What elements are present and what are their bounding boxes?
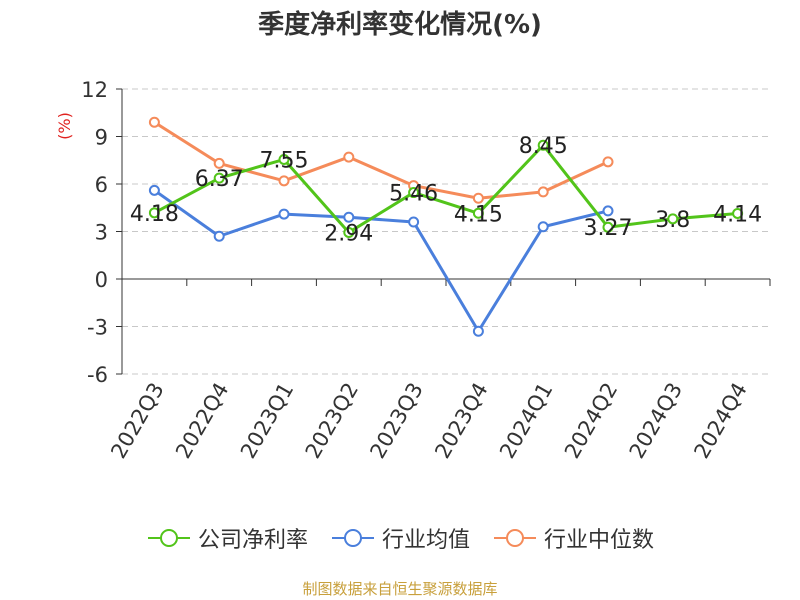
legend-marker (506, 529, 524, 547)
data-point (472, 192, 484, 204)
x-tick-label: 2024Q1 (495, 379, 557, 463)
y-axis-label: (%) (55, 112, 74, 140)
data-point (278, 153, 290, 165)
data-point (278, 175, 290, 187)
data-label: 5.46 (389, 182, 438, 207)
data-label: 8.45 (519, 134, 568, 159)
legend-item[interactable]: 行业均值 (330, 522, 470, 554)
data-point (408, 216, 420, 228)
data-label: 4.15 (454, 202, 503, 227)
data-point (602, 205, 614, 217)
legend-label: 公司净利率 (197, 528, 308, 553)
legend-marker (159, 529, 178, 547)
legend-line-marker-icon (147, 529, 190, 547)
x-tick-label: 2022Q3 (106, 379, 168, 463)
legend: 公司净利率 行业均值 行业中位数 (0, 522, 800, 554)
x-tick-label: 2024Q4 (689, 379, 751, 463)
data-point (472, 325, 484, 337)
data-label: 2.94 (324, 221, 373, 246)
data-point (537, 139, 549, 151)
legend-marker (343, 529, 362, 547)
data-point (408, 187, 420, 199)
x-tick-label: 2023Q1 (236, 379, 298, 463)
x-tick-label: 2024Q3 (625, 379, 687, 463)
data-point (148, 116, 160, 128)
series-lines (148, 116, 744, 337)
data-point (602, 221, 614, 233)
x-tick-label: 2023Q4 (430, 379, 492, 463)
data-label: 7.55 (260, 148, 309, 173)
data-point (343, 211, 355, 223)
legend-item[interactable]: 行业中位数 (492, 522, 654, 554)
data-point (343, 151, 355, 163)
data-point (148, 184, 160, 196)
chart-title: 季度净利率变化情况(%) (258, 10, 542, 40)
legend-item[interactable]: 公司净利率 (146, 522, 308, 554)
source-note: 制图数据来自恒生聚源数据库 (302, 580, 498, 598)
data-point (213, 157, 225, 169)
data-point (148, 207, 160, 219)
legend-line-marker-icon (494, 529, 536, 547)
y-tick-label: 12 (81, 78, 108, 102)
data-point (472, 207, 484, 219)
legend-label: 行业均值 (381, 528, 470, 553)
data-point (537, 186, 549, 198)
y-tick-label: 0 (95, 268, 108, 292)
series-line-0 (153, 143, 738, 234)
data-label: 3.8 (655, 208, 690, 233)
data-point (667, 213, 679, 225)
x-tick-label: 2022Q4 (171, 379, 233, 463)
data-point (278, 208, 290, 220)
data-label: 4.18 (130, 202, 179, 227)
series-line-1 (153, 189, 609, 333)
series-line-2 (153, 120, 609, 200)
data-point (343, 226, 355, 238)
data-label: 4.14 (713, 202, 762, 227)
x-tick-label: 2023Q2 (301, 379, 363, 463)
data-label: 3.27 (584, 216, 633, 241)
y-tick-label: 9 (95, 126, 108, 150)
y-tick-label: 6 (95, 173, 108, 197)
y-tick-label: 3 (95, 221, 108, 245)
data-point (213, 172, 225, 184)
legend-line-marker-icon (331, 529, 374, 547)
data-point (602, 156, 614, 168)
y-tick-label: -6 (87, 363, 108, 387)
data-label: 6.37 (195, 167, 244, 192)
data-point (537, 221, 549, 233)
legend-label: 行业中位数 (544, 528, 655, 553)
x-tick-label: 2023Q3 (365, 379, 427, 463)
y-tick-label: -3 (87, 316, 108, 340)
data-point (213, 230, 225, 242)
data-labels: 4.18 6.37 7.55 2.94 5.46 4.15 8.45 3.27 3.8 4.14 (130, 134, 762, 246)
x-tick-label: 2024Q2 (560, 379, 622, 463)
data-point (732, 207, 744, 219)
